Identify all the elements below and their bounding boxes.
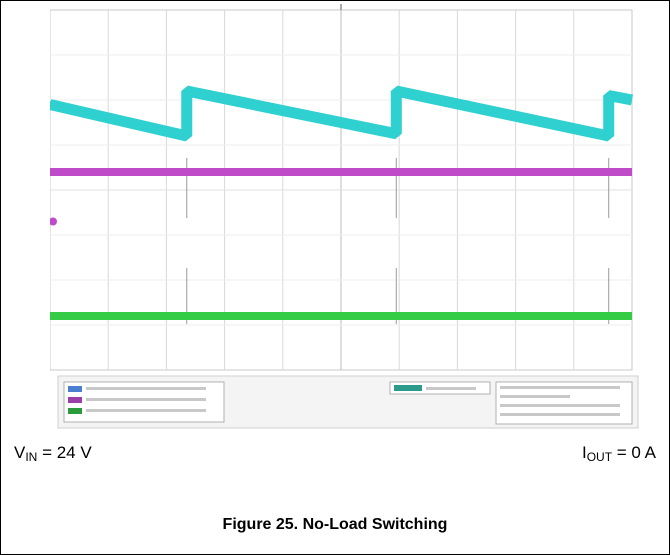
timebase-readout-line-4 bbox=[500, 413, 620, 416]
trigger-readout-swatch bbox=[394, 385, 422, 391]
trigger-readout-text bbox=[426, 387, 476, 390]
oscilloscope-screenshot bbox=[50, 2, 640, 430]
graticule bbox=[50, 9, 633, 371]
ch1-offset-marker bbox=[50, 100, 57, 109]
iout-subscript: OUT bbox=[586, 450, 613, 464]
channel-markers bbox=[50, 4, 342, 320]
ch1-trace bbox=[50, 85, 634, 142]
vin-symbol: V bbox=[14, 443, 26, 462]
figure-caption: Figure 25. No-Load Switching bbox=[222, 516, 448, 533]
ch2-offset-marker bbox=[50, 217, 57, 226]
vin-subscript: IN bbox=[25, 450, 38, 464]
ch3-readout-text bbox=[86, 409, 206, 412]
vin-value: = 24 V bbox=[37, 443, 92, 462]
ch3-readout-swatch bbox=[68, 408, 82, 414]
ch2-readout-text bbox=[86, 398, 206, 401]
ch2-readout-swatch bbox=[68, 397, 82, 403]
ch1-readout-swatch bbox=[68, 386, 82, 392]
oscilloscope-plot bbox=[50, 4, 639, 429]
iout-symbol: I bbox=[581, 443, 587, 462]
iout-value: = 0 A bbox=[612, 443, 656, 462]
timebase-readout-line-3 bbox=[500, 404, 620, 407]
ch1-readout-text bbox=[86, 387, 206, 390]
timebase-readout-line-1 bbox=[500, 386, 620, 389]
timebase-readout-line-2 bbox=[500, 395, 570, 398]
input-voltage-condition: VIN = 24 V bbox=[14, 443, 92, 464]
waveform-traces bbox=[50, 85, 634, 324]
scope-readout-panel bbox=[57, 375, 639, 429]
ch3-offset-marker bbox=[50, 312, 57, 320]
output-current-condition: IOUT = 0 A bbox=[582, 443, 656, 464]
